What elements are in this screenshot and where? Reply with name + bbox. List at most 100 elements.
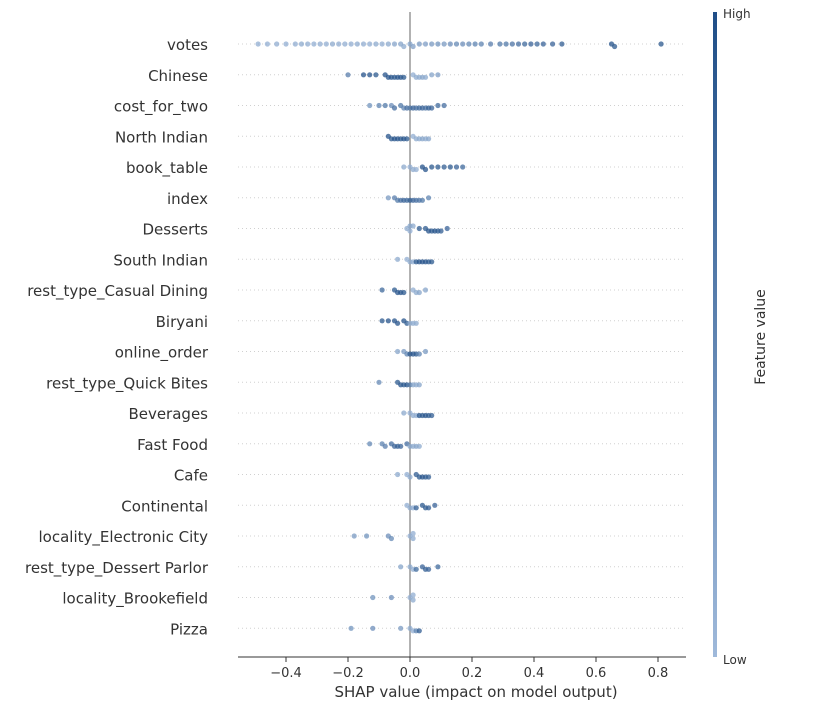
feature-label: Pizza [170,620,208,638]
shap-point [398,625,404,631]
shap-point [367,72,373,78]
shap-point [367,102,373,109]
shap-point [435,72,441,78]
shap-point [395,348,401,355]
feature-label: rest_type_Quick Bites [46,374,208,393]
shap-point [395,256,401,262]
feature-label: Cafe [174,467,208,485]
shap-point [429,72,435,78]
shap-point [422,348,429,355]
shap-point [292,41,298,47]
shap-point [416,41,422,47]
shap-point [410,535,416,542]
shap-point [391,41,398,47]
shap-point [460,41,466,47]
shap-point [435,102,441,109]
shap-point [410,530,416,537]
x-tick-label: −0.2 [332,666,364,681]
shap-point [410,223,416,229]
shap-point [441,41,447,47]
feature-label: votes [167,36,208,54]
shap-point [354,41,360,47]
shap-point [345,72,351,78]
shap-point [329,41,336,47]
feature-label: North Indian [115,128,208,146]
x-tick-label: 0.8 [648,666,669,681]
feature-label: cost_for_two [114,98,208,117]
shap-point [404,136,410,142]
shap-point [264,41,270,47]
shap-point [426,474,432,480]
shap-point [612,43,618,50]
shap-point [385,41,391,47]
shap-point [441,164,447,170]
feature-label: Chinese [148,67,208,85]
shap-point [379,318,385,324]
colorbar: High Low Feature value [713,7,769,667]
shap-point [435,564,441,570]
shap-point [416,628,422,634]
shap-point [488,41,494,47]
colorbar-gradient [713,12,717,657]
shap-point [398,443,404,449]
shap-point [422,74,429,80]
shap-point [453,41,460,47]
shap-point [472,41,478,47]
shap-point [466,41,472,47]
shap-points [255,41,664,634]
shap-point [515,41,522,47]
shap-point [388,535,394,542]
shap-point [360,41,367,47]
shap-point [460,164,466,170]
shap-point [382,443,388,449]
shap-point [379,287,385,293]
shap-point [453,164,460,170]
shap-point [311,41,317,47]
shap-point [432,502,438,508]
shap-point [416,225,422,232]
shap-point [528,41,534,47]
shap-point [255,41,261,47]
shap-point [274,41,280,47]
shap-point [413,505,419,511]
feature-label: index [167,190,208,208]
shap-point [360,72,367,78]
shap-point [441,102,447,109]
shap-point [370,594,376,601]
shap-point [401,164,407,170]
shap-point [376,102,382,109]
shap-point [426,136,432,142]
shap-point [401,410,407,416]
feature-label: locality_Brookefield [62,590,208,609]
x-tick-label: −0.4 [270,666,302,681]
shap-point [413,166,419,173]
colorbar-high-label: High [723,7,751,21]
shap-point [503,41,509,47]
shap-point [382,102,388,109]
shap-point [348,625,354,631]
x-ticks: −0.4 −0.2 0.0 0.2 0.4 0.6 0.8 [270,657,668,681]
shap-point [364,533,370,539]
shap-point [379,41,385,47]
shap-point [658,41,664,47]
shap-point [348,41,354,47]
x-tick-label: 0.6 [586,666,607,681]
shap-point [407,228,413,234]
shap-point [395,320,401,326]
shap-point [410,43,416,50]
shap-point [426,195,432,201]
shap-point [413,320,419,326]
feature-labels: votes Chinese cost_for_two North Indian book… [25,36,209,638]
shap-point [298,41,305,47]
x-tick-label: 0.2 [462,666,483,681]
feature-label: Fast Food [137,436,208,454]
feature-label: online_order [115,344,209,363]
shap-point [410,597,416,603]
shap-point [283,41,289,47]
shap-point [367,441,373,447]
shap-point [395,471,401,478]
shap-point [419,197,425,203]
feature-label: Biryani [156,313,208,331]
